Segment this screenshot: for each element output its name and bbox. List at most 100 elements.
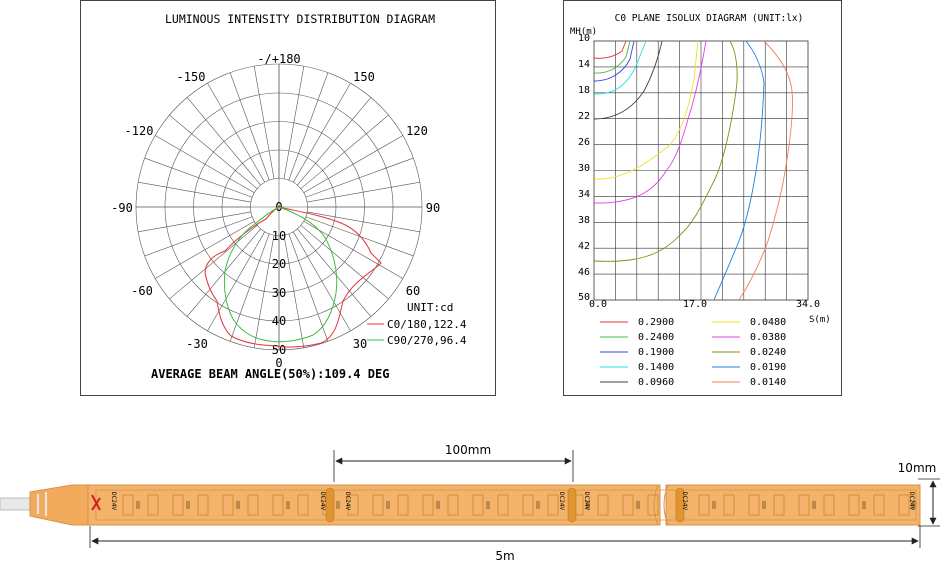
polar-spoke [169, 225, 258, 300]
polar-spoke [292, 83, 351, 183]
resistor [536, 501, 540, 509]
isolux-title: C0 PLANE ISOLUX DIAGRAM (UNIT:lx) [615, 13, 804, 24]
strip-break-left [653, 484, 659, 526]
c90-270-curve [223, 206, 338, 343]
led-chip [472, 494, 484, 516]
led-chip [898, 494, 910, 516]
cable [0, 497, 33, 511]
led-chip [247, 494, 259, 516]
angle-label-neg30: -30 [186, 337, 208, 351]
angle-label-neg90: -90 [111, 201, 133, 215]
polar-spoke [138, 181, 251, 203]
polar-spoke [186, 97, 261, 186]
polar-spoke [288, 233, 329, 342]
led-chip [723, 494, 735, 516]
x-tick: 34.0 [796, 299, 820, 310]
polar-spoke [307, 211, 420, 233]
led-chip [497, 494, 509, 516]
polar-spoke [297, 228, 372, 317]
isolux-curve-0.0140 [738, 40, 793, 301]
isolux-x-title: S(m) [809, 315, 831, 325]
wire-joint [91, 494, 101, 511]
resistor [186, 501, 190, 509]
resistor [486, 501, 490, 509]
led-chip [397, 494, 409, 516]
isolux-y-title: MH(m) [570, 27, 597, 37]
polar-spoke [283, 235, 305, 348]
y-tick: 46 [578, 267, 590, 278]
led-chip [698, 494, 710, 516]
polar-spoke [300, 114, 389, 189]
strip-leds [122, 487, 916, 523]
y-tick: 50 [578, 292, 590, 303]
polar-diagram-panel: LUMINOUS INTENSITY DISTRIBUTION DIAGRAM … [80, 0, 496, 396]
led-chip [597, 494, 609, 516]
y-tick: 14 [578, 59, 590, 70]
led-chip [547, 494, 559, 516]
y-tick: 34 [578, 189, 590, 200]
isolux-curve-0.2900 [593, 40, 627, 59]
polar-spoke [186, 228, 261, 317]
resistor [286, 501, 290, 509]
led-chip [122, 494, 134, 516]
legend-label: 0.0480 [750, 317, 786, 328]
polar-spoke [305, 216, 414, 257]
polar-spoke [303, 135, 403, 194]
segment-dim-label: 100mm [445, 443, 491, 457]
x-tick: 17.0 [683, 299, 707, 310]
polar-spoke [288, 72, 329, 181]
resistor [386, 501, 390, 509]
strip-break-right [663, 484, 669, 526]
isolux-curve-0.1400 [593, 40, 647, 95]
legend-label: 0.0960 [638, 377, 674, 388]
polar-spoke [253, 66, 275, 179]
led-chip [848, 494, 860, 516]
beam-angle-text: AVERAGE BEAM ANGLE(50%):109.4 DEG [151, 367, 389, 381]
polar-spoke [300, 225, 389, 300]
legend-label: 0.0380 [750, 332, 786, 343]
solder-pad [675, 487, 685, 523]
x-tick: 0.0 [589, 299, 607, 310]
isolux-legend: 0.2900 0.0480 0.2400 0.0380 0.1900 0.024… [600, 317, 786, 388]
radial-label-10: 10 [272, 229, 286, 243]
isolux-curve-0.0480 [593, 40, 699, 180]
polar-angle-labels: -/+180 -150 150 -120 120 -90 90 -60 60 -… [111, 52, 440, 370]
legend-label: 0.1400 [638, 362, 674, 373]
y-tick: 42 [578, 241, 590, 252]
resistor [236, 501, 240, 509]
polar-unit: UNIT:cd [407, 301, 453, 314]
legend-label: 0.0140 [750, 377, 786, 388]
polar-spoke [155, 220, 255, 279]
radial-label-40: 40 [272, 314, 286, 328]
polar-spoke [207, 231, 266, 331]
angle-label-150: 150 [353, 70, 375, 84]
isolux-x-ticks: 0.0 17.0 34.0 [589, 299, 820, 310]
angle-label-180: -/+180 [257, 52, 300, 66]
voltage-mark: DC24V [558, 492, 565, 510]
resistor [712, 501, 716, 509]
angle-label-neg150: -150 [177, 70, 206, 84]
led-chip [447, 494, 459, 516]
isolux-curve-0.0380 [593, 40, 707, 204]
led-chip [347, 494, 359, 516]
isolux-curve-0.0960 [593, 40, 663, 120]
led-chip [372, 494, 384, 516]
isolux-y-ticks: 10 14 18 22 26 30 34 38 42 46 50 [578, 33, 590, 303]
radial-label-20: 20 [272, 257, 286, 271]
polar-spoke [169, 114, 258, 189]
led-chip [297, 494, 309, 516]
polar-spoke [138, 211, 251, 233]
legend-label: 0.2400 [638, 332, 674, 343]
polar-spoke [305, 157, 414, 198]
led-chip [197, 494, 209, 516]
length-dim-label: 5m [495, 549, 514, 563]
radial-label-30: 30 [272, 286, 286, 300]
resistor [136, 501, 140, 509]
angle-label-0: 0 [275, 356, 282, 370]
height-dim-label: 10mm [898, 461, 937, 475]
strip-body-2 [665, 484, 921, 526]
cut-marks: DC24V DC24V DC24V DC24V DC24V DC24V DC24… [110, 492, 915, 510]
polar-diagram: LUMINOUS INTENSITY DISTRIBUTION DIAGRAM … [111, 12, 467, 381]
resistor [812, 501, 816, 509]
polar-spoke [229, 233, 270, 342]
